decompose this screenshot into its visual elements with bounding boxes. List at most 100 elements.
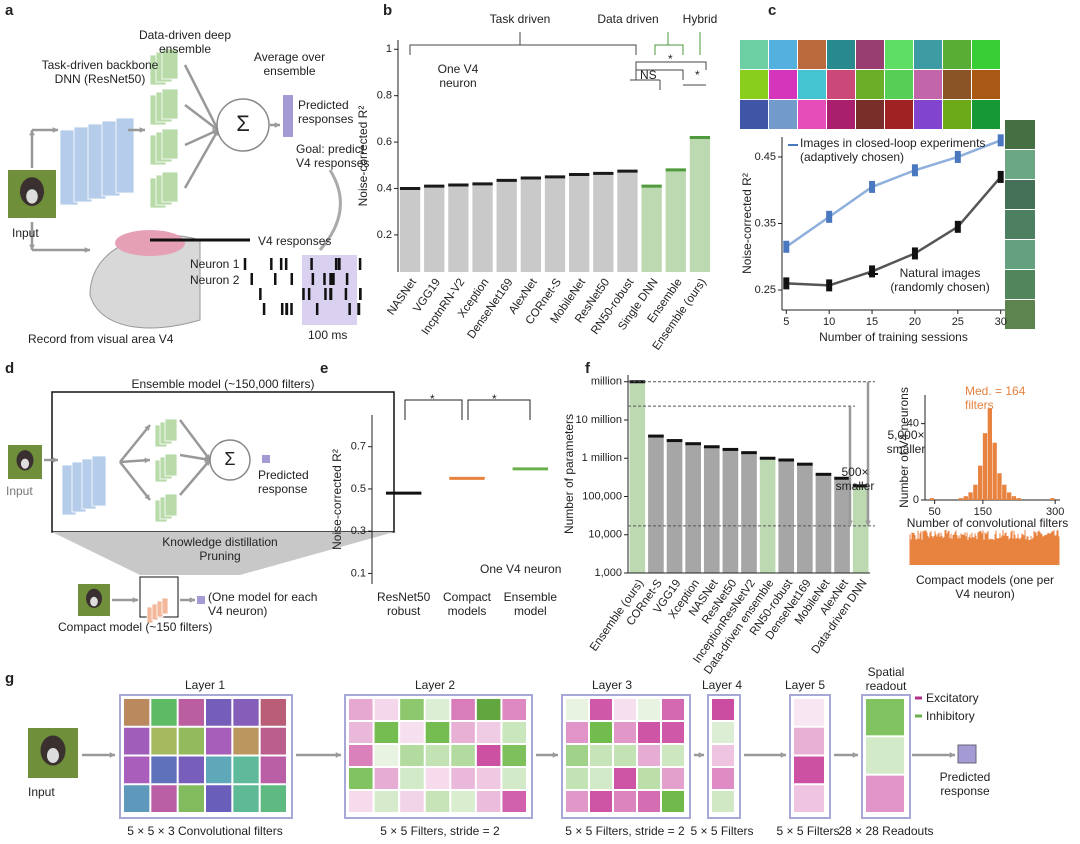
stimulus-image: [827, 100, 855, 129]
point-marker: [911, 164, 918, 177]
filter-cell: [374, 768, 399, 789]
x-tick-label: 15: [866, 316, 878, 328]
sum-node: [216, 98, 270, 152]
x-tick-label: 50: [929, 506, 941, 518]
annotation: Med. = 164 filters: [965, 384, 1026, 412]
natural-image: [1005, 150, 1035, 179]
filter-cell: [590, 722, 612, 743]
stimulus-image: [885, 70, 913, 99]
network-layer: [164, 493, 178, 517]
filter-cell: [566, 768, 588, 789]
filter-cell: [794, 756, 824, 784]
filter-cell: [638, 791, 660, 812]
bar: [648, 436, 664, 573]
y-axis-label: Number of parameters: [562, 414, 576, 534]
layer-label: Layer 2: [414, 678, 456, 692]
label: Goal: predict V4 responses: [296, 142, 370, 170]
natural-image: [1005, 240, 1035, 269]
annotation: NS: [640, 68, 657, 82]
arrow-head: [212, 130, 218, 136]
network-layer: [115, 117, 135, 194]
stimulus-image: [740, 40, 768, 69]
filter-cell: [614, 768, 636, 789]
x-tick-label: 10: [823, 316, 835, 328]
filter-cell: [151, 785, 177, 812]
histogram-bar: [992, 442, 997, 500]
histogram-bar: [987, 408, 992, 500]
filter-cell: [614, 745, 636, 766]
filter-cell: [662, 791, 684, 812]
filter-cell: [374, 722, 399, 743]
bar: [472, 183, 493, 272]
network-layer: [164, 418, 178, 442]
arrow-head: [139, 127, 145, 133]
label: Average over ensemble: [253, 50, 326, 78]
arrow-head: [698, 752, 704, 758]
stimulus-image: [740, 100, 768, 129]
filter-cell: [260, 699, 286, 726]
group-label: Task driven: [490, 12, 551, 26]
filter-cell: [451, 768, 475, 789]
arrow-head: [204, 460, 210, 466]
histogram-bar: [1006, 492, 1012, 500]
filter-cell: [614, 791, 636, 812]
arrow: [179, 419, 211, 461]
bar: [834, 478, 850, 573]
predicted-output: [262, 455, 270, 463]
input-image-dog: [90, 596, 98, 607]
sig-bracket: [630, 61, 707, 90]
y-axis-label: Noise-corrected R²: [330, 449, 344, 550]
group-bracket: [654, 32, 684, 55]
predicted-output: [197, 596, 205, 604]
filter-cell: [400, 791, 424, 812]
histogram-bar: [1002, 484, 1007, 500]
natural-image: [1005, 270, 1035, 299]
filter-cell: [233, 756, 259, 784]
y-tick-label: 0.3: [351, 525, 366, 537]
arrow-head: [847, 520, 853, 526]
filter-cell: [349, 791, 373, 812]
filter-cell: [451, 745, 475, 766]
label: Compact model (~150 filters): [58, 620, 213, 634]
label: Ensemble model (~150,000 filters): [131, 377, 315, 391]
bar: [666, 440, 683, 573]
histogram-bar: [978, 465, 983, 500]
sum-symbol: Σ: [236, 111, 250, 136]
network-layer: [164, 453, 178, 477]
point-marker: [783, 240, 790, 253]
bar: [496, 180, 517, 272]
arrow-head: [852, 752, 858, 758]
caption: 5 × 5 Filters: [776, 824, 840, 838]
label: Pruning: [199, 549, 241, 563]
bar: [629, 381, 646, 573]
arrow: [183, 64, 220, 131]
bar: [852, 485, 869, 573]
filter-cell: [590, 791, 612, 812]
arrow: [184, 104, 219, 131]
stimulus-image: [798, 100, 826, 129]
arrow-head: [29, 244, 35, 250]
natural-image: [1005, 210, 1035, 239]
series-line: [786, 176, 1002, 287]
arrow: [184, 128, 219, 147]
filter-cell: [476, 791, 501, 812]
filter-cell: [451, 791, 475, 812]
filter-cell: [233, 727, 259, 755]
filter-cell: [151, 727, 177, 755]
filter-cell: [614, 722, 636, 743]
arrow-head: [552, 752, 558, 758]
label: Record from visual area V4: [28, 332, 174, 346]
filter-cell: [349, 699, 373, 720]
bar: [593, 173, 614, 272]
y-tick-label: 0.25: [755, 284, 776, 296]
filter-cell: [124, 785, 150, 812]
filter-cell: [400, 745, 424, 766]
filter-cell: [590, 745, 612, 766]
bar: [685, 443, 701, 573]
caption: 5 × 5 × 3 Convolutional filters: [127, 824, 283, 838]
sig-bracket: [404, 399, 531, 420]
stimulus-image: [798, 70, 826, 99]
stimulus-image: [827, 40, 855, 69]
filter-cell: [233, 699, 259, 726]
